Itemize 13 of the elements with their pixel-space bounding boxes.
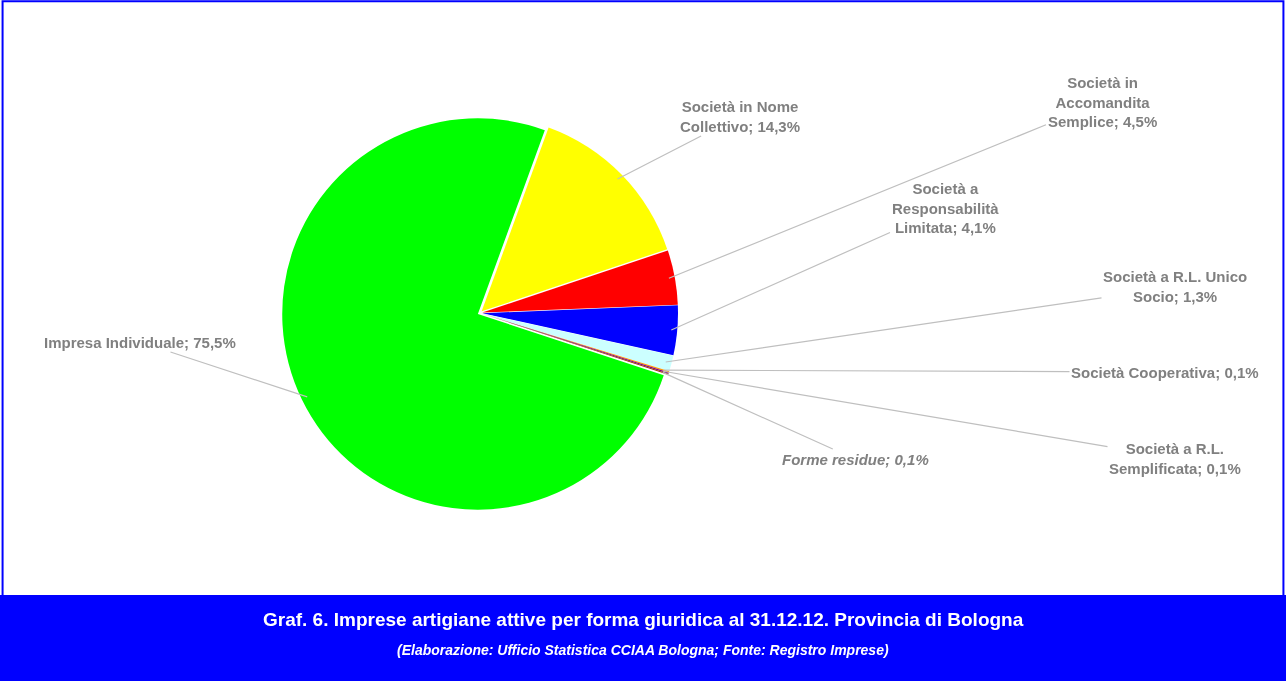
text: (Elaborazione: Ufficio Statistica CCIAA Bologna; Fonte: Registro Imprese) [397,642,889,658]
slice-label: Società in Accomandita Semplice; 4,5% [1048,74,1158,130]
pie-slice [482,250,678,313]
slice-label: Società a R.L. Unico Socio; 1,3% [1103,268,1248,305]
slice-label: Forme residue; 0,1% [782,451,929,468]
slice-label: Società in Nome Collettivo; 14,3% [680,98,801,135]
slice-label: Impresa Individuale; 75,5% [44,334,236,351]
slice-label: Società Cooperativa; 0,1% [1071,364,1259,381]
text: Graf. 6. Imprese artigiane attive per forma giuridica al 31.12.12. Provincia di Bologna [263,609,1024,630]
pie-slice [482,305,678,356]
slice-label: Società a Responsabilità Limitata; 4,1% [892,180,1000,236]
slice-label: Società a R.L. Semplificata; 0,1% [1109,440,1241,477]
pie-slice [481,127,668,312]
